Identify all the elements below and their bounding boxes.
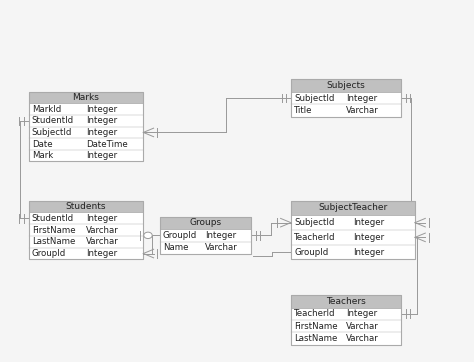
Bar bbox=[28, 104, 143, 161]
Circle shape bbox=[144, 232, 152, 239]
Bar bbox=[160, 216, 251, 254]
Text: Integer: Integer bbox=[353, 248, 384, 257]
Bar bbox=[28, 92, 143, 104]
Bar bbox=[291, 201, 415, 215]
Text: Integer: Integer bbox=[346, 94, 377, 102]
Text: Integer: Integer bbox=[86, 105, 117, 114]
Text: Integer: Integer bbox=[346, 309, 377, 318]
Text: Varchar: Varchar bbox=[346, 106, 379, 115]
Bar bbox=[291, 295, 401, 308]
Text: TeacherId: TeacherId bbox=[294, 309, 336, 318]
Text: StudentId: StudentId bbox=[32, 214, 74, 223]
Text: MarkId: MarkId bbox=[32, 105, 61, 114]
Text: LastName: LastName bbox=[32, 237, 75, 246]
Text: Integer: Integer bbox=[86, 249, 117, 258]
Bar bbox=[28, 201, 143, 212]
Text: Teachers: Teachers bbox=[326, 297, 366, 306]
Text: Varchar: Varchar bbox=[86, 226, 118, 235]
Bar bbox=[291, 215, 415, 260]
Bar bbox=[28, 201, 143, 260]
Text: Title: Title bbox=[294, 106, 313, 115]
Text: Varchar: Varchar bbox=[346, 334, 379, 343]
Text: GroupId: GroupId bbox=[32, 249, 66, 258]
Text: Name: Name bbox=[163, 243, 189, 252]
Text: FirstName: FirstName bbox=[294, 322, 338, 331]
Text: Varchar: Varchar bbox=[205, 243, 238, 252]
Text: Subjects: Subjects bbox=[327, 81, 365, 90]
Text: SubjectId: SubjectId bbox=[294, 94, 335, 102]
Text: Integer: Integer bbox=[86, 128, 117, 137]
Text: Varchar: Varchar bbox=[86, 237, 118, 246]
Text: Marks: Marks bbox=[73, 93, 100, 102]
Text: Integer: Integer bbox=[86, 116, 117, 125]
Text: Integer: Integer bbox=[205, 231, 237, 240]
Text: Groups: Groups bbox=[189, 218, 221, 227]
Text: SubjectId: SubjectId bbox=[32, 128, 72, 137]
Bar bbox=[160, 229, 251, 254]
Bar bbox=[291, 295, 401, 345]
Bar bbox=[28, 92, 143, 161]
Text: DateTime: DateTime bbox=[86, 139, 128, 148]
Text: Mark: Mark bbox=[32, 151, 53, 160]
Text: SubjectId: SubjectId bbox=[294, 218, 335, 227]
Text: Varchar: Varchar bbox=[346, 322, 379, 331]
Text: Integer: Integer bbox=[86, 151, 117, 160]
Bar bbox=[291, 308, 401, 345]
Bar bbox=[291, 201, 415, 260]
Bar bbox=[291, 79, 401, 92]
Text: FirstName: FirstName bbox=[32, 226, 75, 235]
Text: Integer: Integer bbox=[86, 214, 117, 223]
Text: LastName: LastName bbox=[294, 334, 337, 343]
Text: Integer: Integer bbox=[353, 218, 384, 227]
Bar bbox=[291, 92, 401, 117]
Text: GroupId: GroupId bbox=[163, 231, 197, 240]
Text: TeacherId: TeacherId bbox=[294, 233, 336, 242]
Text: SubjectTeacher: SubjectTeacher bbox=[319, 203, 388, 212]
Text: Date: Date bbox=[32, 139, 53, 148]
Text: GroupId: GroupId bbox=[294, 248, 328, 257]
Bar bbox=[28, 212, 143, 260]
Bar bbox=[291, 79, 401, 117]
Text: Students: Students bbox=[66, 202, 106, 211]
Bar bbox=[160, 216, 251, 229]
Text: StudentId: StudentId bbox=[32, 116, 74, 125]
Text: Integer: Integer bbox=[353, 233, 384, 242]
